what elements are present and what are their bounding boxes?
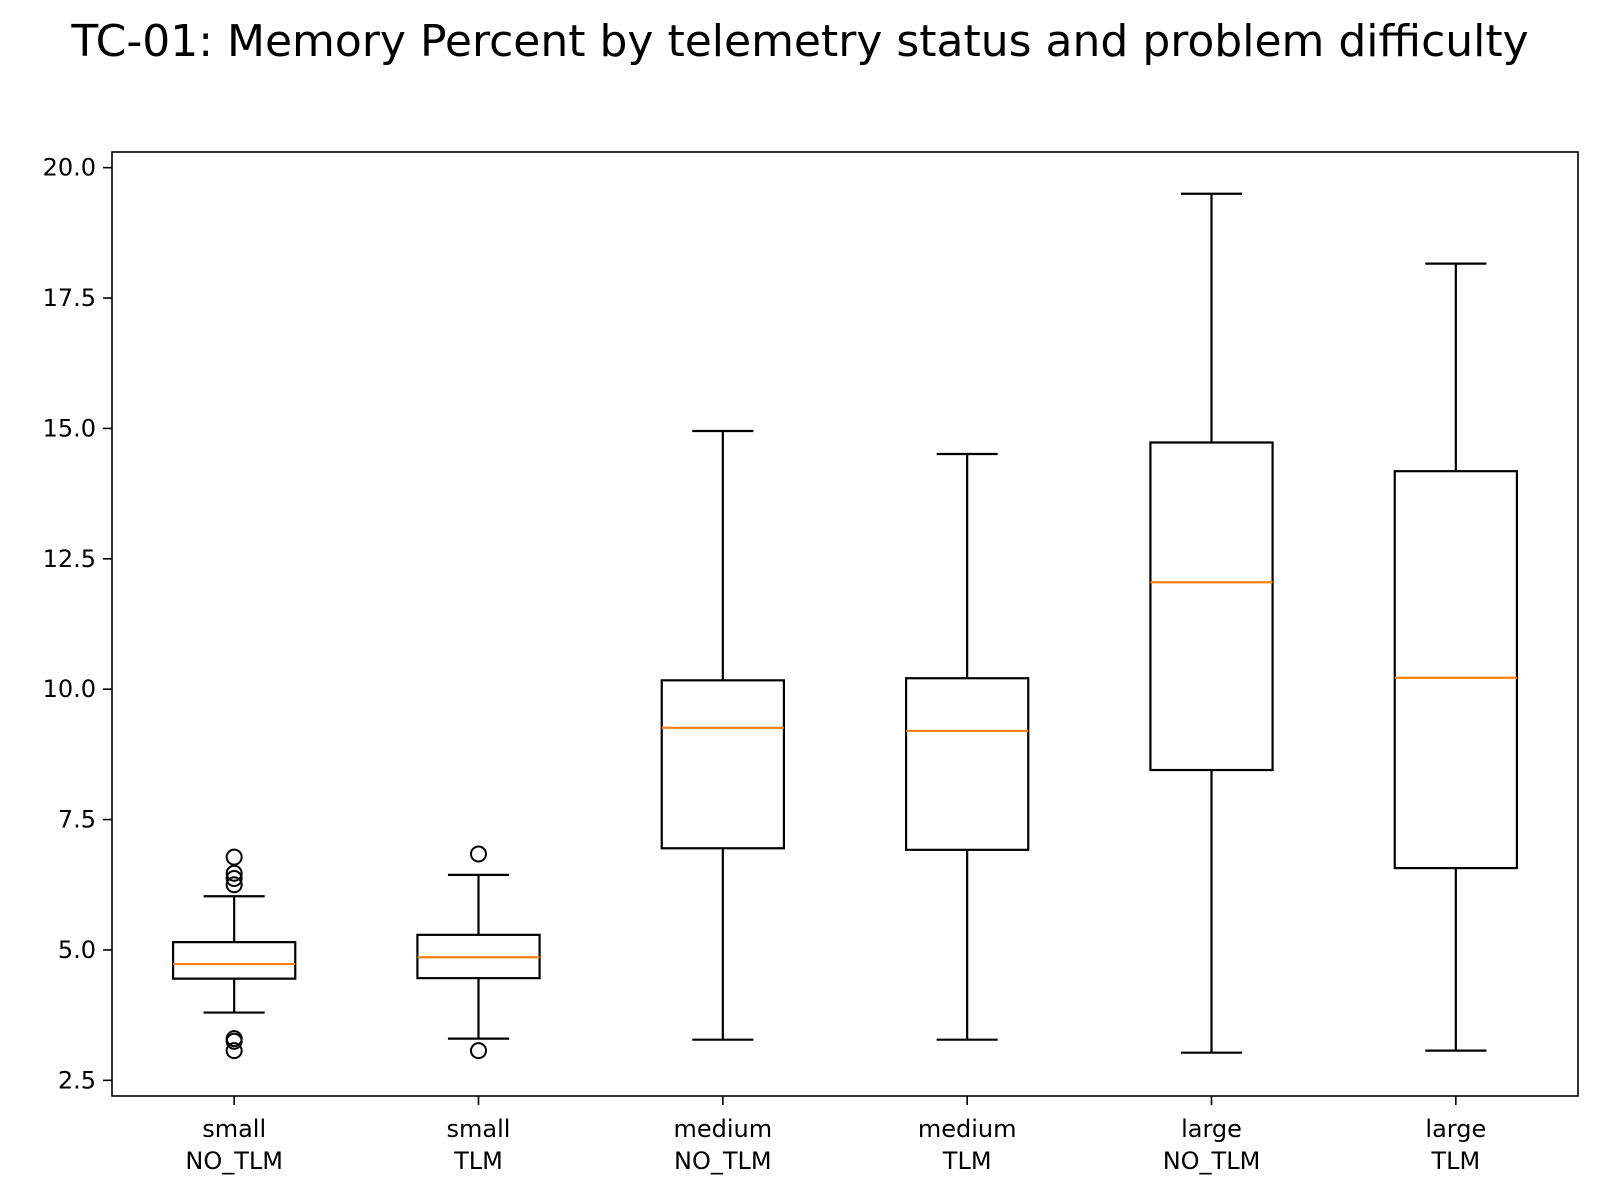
iqr-box [660, 679, 786, 850]
y-tick-label: 12.5 [43, 545, 96, 573]
y-axis: 2.5 5.0 7.5 10.0 12.5 15.0 17.5 20.0 [43, 154, 112, 1094]
y-tick-label: 7.5 [58, 806, 96, 834]
x-tick-label-line2: NO_TLM [674, 1147, 772, 1175]
box-medium-no-tlm [660, 429, 786, 1041]
box-large-tlm [1393, 262, 1519, 1052]
outlier-point [225, 870, 243, 888]
y-tick-label: 10.0 [43, 675, 96, 703]
x-tick-label-line2: NO_TLM [185, 1147, 283, 1175]
chart-title: TC-01: Memory Percent by telemetry statu… [71, 16, 1529, 67]
x-tick-label-line2: TLM [942, 1147, 992, 1175]
box-small-tlm [416, 845, 541, 1060]
iqr-box [1393, 470, 1519, 870]
iqr-box [904, 677, 1030, 851]
x-tick-label-line1: large [1181, 1115, 1242, 1143]
boxes-layer [171, 192, 1519, 1060]
box-medium-tlm [904, 452, 1030, 1041]
outlier-point [225, 1042, 243, 1060]
y-tick-label: 20.0 [43, 154, 96, 182]
plot-frame [111, 151, 1579, 1097]
outlier-point [470, 1042, 487, 1060]
x-tick-label-line1: large [1425, 1115, 1486, 1143]
outlier-point [225, 876, 243, 894]
outlier-point [470, 845, 487, 863]
y-tick-label: 17.5 [43, 284, 96, 312]
y-tick-label: 15.0 [43, 414, 96, 442]
outlier-point [225, 864, 243, 882]
iqr-box [171, 941, 297, 980]
box-large-no-tlm [1149, 192, 1274, 1054]
x-tick-label-line1: medium [674, 1115, 773, 1143]
x-axis: small NO_TLM small TLM medium NO_TLM medium TLM… [185, 1096, 1486, 1175]
outlier-point [225, 848, 243, 866]
outlier-point [225, 1032, 243, 1050]
iqr-box [1149, 441, 1274, 772]
x-tick-label-line2: NO_TLM [1163, 1147, 1261, 1175]
x-tick-label-line1: small [447, 1115, 511, 1143]
x-tick-label-line1: medium [918, 1115, 1017, 1143]
x-tick-label-line1: small [202, 1115, 266, 1143]
x-tick-label-line2: TLM [1430, 1147, 1480, 1175]
box-small-no-tlm [171, 848, 297, 1060]
x-tick-label-line2: TLM [453, 1147, 503, 1175]
y-tick-label: 2.5 [58, 1066, 96, 1094]
y-tick-label: 5.0 [58, 936, 96, 964]
